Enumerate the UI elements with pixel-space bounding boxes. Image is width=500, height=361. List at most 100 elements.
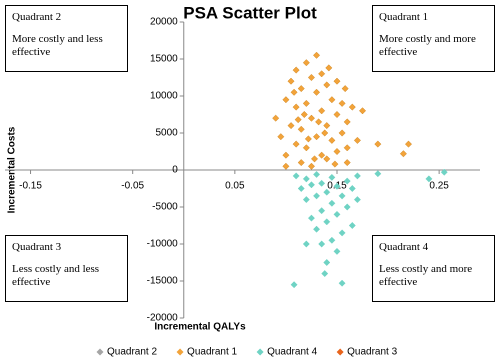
point — [353, 172, 361, 180]
point — [292, 103, 300, 111]
point — [282, 96, 290, 104]
point — [313, 88, 321, 96]
point — [338, 99, 346, 107]
quadrant-title: Quadrant 1 — [379, 11, 429, 23]
point — [297, 185, 305, 192]
legend-label: Quadrant 2 — [107, 347, 157, 358]
point — [272, 114, 280, 122]
point — [328, 199, 336, 207]
x-tick-label: -0.15 — [19, 181, 42, 192]
point — [343, 118, 351, 126]
point — [318, 151, 326, 159]
point — [323, 259, 331, 266]
point — [302, 196, 310, 204]
point — [323, 188, 331, 196]
point — [321, 270, 329, 278]
point — [313, 225, 321, 233]
point — [338, 229, 346, 237]
point — [292, 140, 300, 148]
y-tick-label: -5000 — [152, 202, 178, 213]
point — [318, 179, 326, 187]
point — [338, 192, 346, 200]
point — [313, 170, 321, 178]
point — [323, 122, 331, 130]
point — [359, 107, 367, 115]
point — [321, 129, 329, 137]
point — [405, 140, 412, 148]
point — [333, 77, 341, 85]
point — [282, 162, 290, 170]
point — [304, 135, 312, 143]
quadrant-title: Quadrant 4 — [379, 241, 429, 253]
point — [311, 155, 318, 163]
point — [425, 175, 433, 183]
point — [343, 144, 351, 152]
point — [294, 116, 302, 124]
point — [328, 96, 336, 104]
point — [338, 129, 346, 137]
point — [287, 77, 295, 85]
x-tick-label: -0.05 — [121, 181, 144, 192]
point — [343, 159, 351, 167]
quadrant-text: Less costly and more effective — [379, 263, 473, 288]
quadrant-box: Quadrant 3 Less costly and less effective — [5, 235, 128, 302]
legend-label: Quadrant 4 — [267, 347, 317, 358]
legend-label: Quadrant 3 — [347, 347, 397, 358]
point — [348, 222, 356, 229]
point — [307, 162, 315, 170]
point — [313, 51, 321, 59]
point — [307, 74, 315, 81]
point — [328, 136, 336, 144]
point — [323, 155, 331, 163]
point — [323, 81, 331, 89]
point — [333, 210, 341, 218]
point — [374, 140, 382, 148]
point — [353, 196, 361, 204]
point — [348, 185, 356, 192]
y-tick-label: 0 — [172, 165, 178, 176]
point — [325, 64, 333, 72]
point — [318, 240, 326, 248]
point — [307, 114, 315, 122]
quadrant-title: Quadrant 3 — [12, 241, 62, 253]
point — [318, 70, 326, 78]
x-tick-label: 0.25 — [429, 181, 449, 192]
point — [323, 218, 331, 226]
legend-marker — [96, 348, 104, 356]
point — [292, 172, 300, 180]
point — [297, 85, 305, 93]
point — [374, 170, 382, 178]
point — [318, 207, 326, 215]
point — [318, 107, 326, 115]
point — [328, 173, 336, 181]
point — [287, 122, 295, 130]
point — [282, 151, 290, 159]
legend-marker — [256, 348, 264, 356]
point — [333, 182, 341, 190]
point — [333, 247, 341, 255]
point — [348, 103, 356, 111]
point — [315, 118, 323, 126]
point — [338, 279, 346, 287]
legend-marker — [176, 348, 184, 356]
legend-marker — [336, 348, 344, 356]
quadrant-box: Quadrant 2 More costly and less effective — [5, 5, 128, 72]
point — [353, 136, 361, 144]
point — [399, 150, 407, 158]
point — [313, 192, 321, 200]
y-tick-label: -20000 — [147, 313, 179, 324]
point — [331, 160, 339, 168]
quadrant-text: More costly and more effective — [379, 33, 476, 58]
y-tick-label: 15000 — [150, 54, 178, 65]
point — [302, 144, 310, 152]
point — [302, 240, 310, 248]
point — [333, 111, 341, 118]
point — [290, 88, 298, 96]
x-axis-label: Incremental QALYs — [154, 322, 246, 333]
y-tick-label: 20000 — [150, 17, 178, 28]
point — [290, 281, 298, 289]
legend-label: Quadrant 1 — [187, 347, 237, 358]
quadrant-text: Less costly and less effective — [12, 263, 100, 288]
point — [302, 175, 310, 183]
